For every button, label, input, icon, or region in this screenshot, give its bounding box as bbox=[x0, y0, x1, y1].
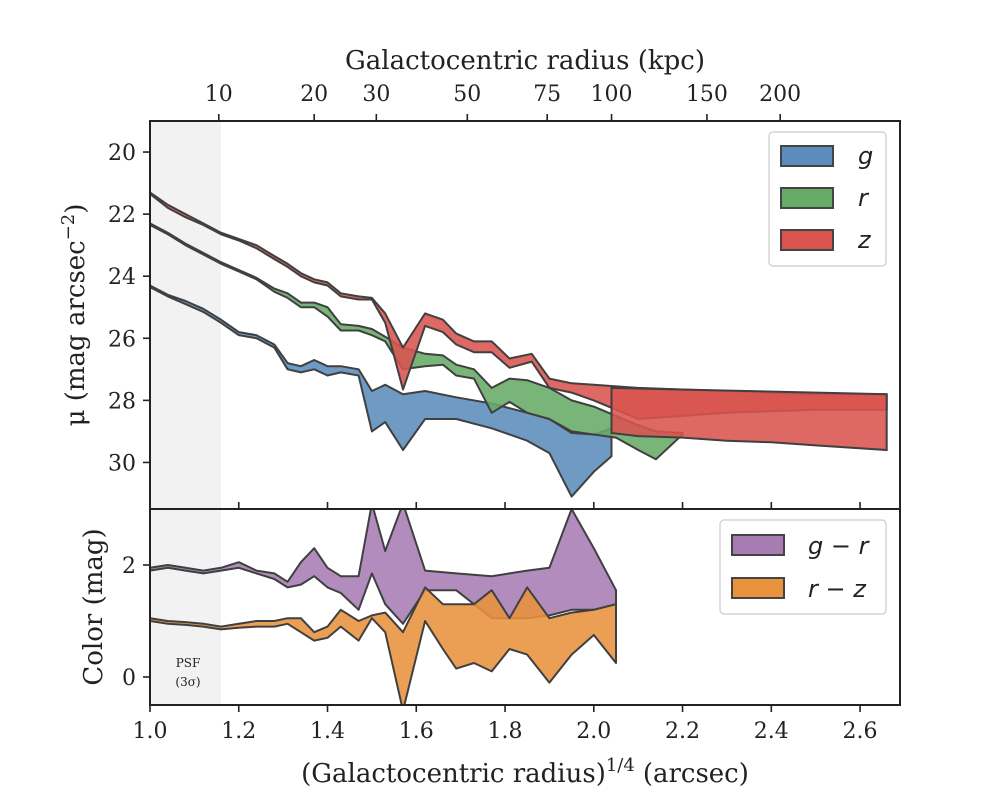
legend-swatch-g bbox=[780, 145, 834, 167]
area-z-tail bbox=[610, 386, 888, 452]
bottom-xticks: 1.0 1.2 1.4 1.6 1.8 2.0 2.2 2.4 2.6 bbox=[133, 705, 878, 744]
ytick-label-bottom-0: 0 bbox=[122, 666, 136, 691]
x-axis-title-unit: (arcsec) bbox=[643, 759, 749, 789]
color-panel: PSF (3σ) 02 1.0 1.2 1.4 1.6 1.8 2.0 2.2 2.4 2.6 … bbox=[79, 508, 901, 744]
xtick-label-2.6: 2.6 bbox=[843, 719, 878, 744]
ytick-label-top-28: 28 bbox=[108, 389, 136, 414]
ytick-label-top-20: 20 bbox=[108, 141, 136, 166]
ytick-label-top-30: 30 bbox=[108, 451, 136, 476]
ytick-label-bottom-2: 2 bbox=[122, 554, 136, 579]
bottom-yticks: 02 bbox=[122, 554, 150, 691]
kpc-tick-label-20: 20 bbox=[300, 82, 328, 107]
kpc-tick-label-75: 75 bbox=[533, 82, 561, 107]
legend-swatch-r-z bbox=[731, 577, 785, 599]
bottom-panel-frame bbox=[149, 508, 901, 706]
kpc-tick-label-50: 50 bbox=[453, 82, 481, 107]
ytick-label-top-26: 26 bbox=[108, 327, 136, 352]
kpc-tick-label-150: 150 bbox=[686, 82, 728, 107]
top-y-axis-title-sup: −2 bbox=[58, 214, 79, 241]
bottom-areas bbox=[150, 509, 617, 705]
ytick-label-top-24: 24 bbox=[108, 265, 136, 290]
legend-label-r-z: r − z bbox=[808, 575, 867, 603]
xtick-label-2: 2.0 bbox=[576, 719, 611, 744]
xtick-label-1.2: 1.2 bbox=[221, 719, 256, 744]
legend-swatch-z bbox=[780, 229, 834, 251]
xtick-label-1.4: 1.4 bbox=[310, 719, 345, 744]
top-y-axis-title-end: ) bbox=[61, 204, 91, 214]
x-axis-title-sup: 1/4 bbox=[606, 755, 635, 776]
area-g bbox=[150, 284, 613, 498]
ytick-label-top-22: 22 bbox=[108, 203, 136, 228]
top-kpc-ticks: 10 20 30 50 75 100 150 200 bbox=[205, 82, 801, 121]
top-axis-title: Galactocentric radius (kpc) bbox=[345, 46, 705, 76]
psf-band-bottom bbox=[150, 509, 222, 705]
x-axis-title-main: (Galactocentric radius) bbox=[301, 759, 606, 789]
legend-label-z: z bbox=[857, 226, 872, 254]
legend-top: g r z bbox=[768, 131, 887, 267]
kpc-tick-label-30: 30 bbox=[362, 82, 390, 107]
top-yticks: 20 22 24 26 28 30 bbox=[108, 141, 150, 476]
xtick-label-2.4: 2.4 bbox=[754, 719, 789, 744]
xtick-label-2.2: 2.2 bbox=[665, 719, 700, 744]
xtick-label-1.6: 1.6 bbox=[399, 719, 434, 744]
legend-bottom: g − r r − z bbox=[719, 519, 887, 615]
top-y-axis-title-main: μ (mag arcsec bbox=[61, 240, 91, 426]
top-areas bbox=[150, 191, 888, 498]
x-axis-title: (Galactocentric radius)1/4 (arcsec) bbox=[301, 755, 749, 789]
kpc-tick-label-200: 200 bbox=[759, 82, 801, 107]
legend-label-g: g bbox=[858, 142, 873, 170]
legend-swatch-g-r bbox=[731, 534, 785, 556]
legend-swatch-r bbox=[780, 187, 834, 209]
surface-brightness-panel: 20 22 24 26 28 30 10 20 30 50 75 100 150 200 g r z μ… bbox=[58, 82, 901, 510]
kpc-tick-label-10: 10 bbox=[205, 82, 233, 107]
bottom-y-axis-title: Color (mag) bbox=[79, 528, 109, 685]
legend-label-g-r: g − r bbox=[808, 532, 871, 560]
psf-sublabel: (3σ) bbox=[175, 675, 200, 689]
xtick-label-1.8: 1.8 bbox=[488, 719, 523, 744]
legend-label-r: r bbox=[858, 184, 870, 212]
top-xticks bbox=[149, 502, 861, 509]
kpc-tick-label-100: 100 bbox=[591, 82, 633, 107]
area-rz bbox=[150, 586, 617, 705]
top-y-axis-title: μ (mag arcsec−2) bbox=[58, 204, 91, 427]
psf-label: PSF bbox=[176, 656, 201, 670]
xtick-label-1: 1.0 bbox=[133, 719, 168, 744]
